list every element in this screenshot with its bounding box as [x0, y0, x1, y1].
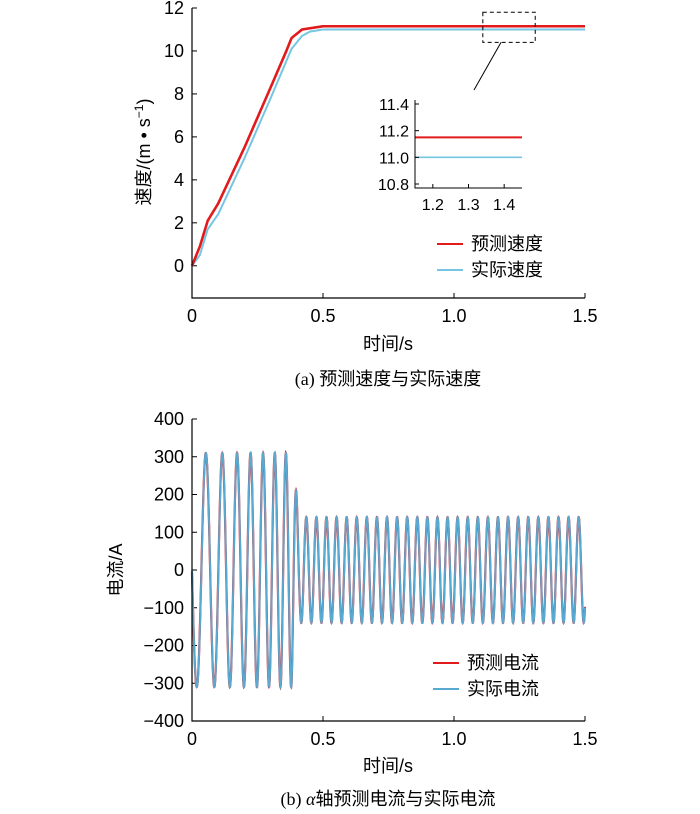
- chart-b-ytick-label: −400: [143, 711, 184, 731]
- chart-b: 0 0.5 1.0 1.5−400−300−200−1000100200300400 …: [106, 409, 598, 810]
- chart-a-inset: 1.2 1.3 1.4 10.8 11.0 11.2 11.4: [378, 11, 536, 214]
- legend-label-actual-current: 实际电流: [467, 679, 539, 699]
- chart-a-ytick-label: 6: [174, 127, 184, 147]
- chart-a-ytick-label: 12: [164, 0, 184, 18]
- chart-b-ticks: 0 0.5 1.0 1.5 −400 −300 −200 −100 0 100 200 300 400: [143, 409, 597, 749]
- chart-a-series-line-1: [191, 28, 585, 267]
- chart-a-ylabel-main: 速度/(m • s: [134, 118, 154, 205]
- inset-ytick-label: 11.2: [379, 124, 409, 141]
- chart-b-caption-alpha: α: [306, 789, 316, 809]
- chart-b-xtick-label: 1.5: [572, 729, 597, 749]
- legend-label-actual-speed: 实际速度: [471, 260, 543, 280]
- inset-axes: [414, 100, 522, 189]
- chart-a-ytick-label: 2: [174, 213, 184, 233]
- chart-b-xtick-label: 0.5: [310, 729, 335, 749]
- chart-a-ytick-label: 8: [174, 84, 184, 104]
- chart-a-ytick-label: 10: [164, 41, 184, 61]
- chart-a-series-line-0: [190, 24, 585, 267]
- legend-label-predicted-current: 预测电流: [467, 653, 539, 673]
- chart-b-ytick-label: −300: [143, 673, 184, 693]
- chart-a-xtick-label: 0.5: [310, 306, 335, 326]
- chart-a-xtick-label: 1.0: [441, 306, 466, 326]
- zoom-connector-line: [473, 42, 502, 91]
- chart-a-xlabel: 时间/s: [363, 334, 413, 354]
- chart-b-ylabel: 电流/A: [106, 543, 126, 596]
- chart-a-caption: (a) 预测速度与实际速度: [295, 369, 481, 390]
- chart-b-legend: 预测电流 实际电流: [433, 653, 539, 699]
- inset-ytick-label: 11.0: [379, 150, 409, 167]
- chart-b-ytick-label: −100: [143, 598, 184, 618]
- chart-a-ylabel: 速度/(m • s−1): [132, 99, 154, 206]
- chart-b-xlabel: 时间/s: [363, 756, 413, 776]
- chart-a-ytick-label: 4: [174, 170, 184, 190]
- legend-label-predicted-speed: 预测速度: [471, 234, 543, 254]
- chart-a-ticks: 0 0.5 1.0 1.5 0 2 4 6 8 10 12: [164, 0, 598, 326]
- chart-b-series-line-1: [191, 450, 586, 691]
- zoom-source-box: [482, 11, 536, 43]
- chart-b-ytick-label: 200: [154, 485, 184, 505]
- chart-b-ytick-label: 0: [174, 560, 184, 580]
- chart-b-xtick-label: 1.0: [441, 729, 466, 749]
- chart-b-ytick-label: 300: [154, 447, 184, 467]
- chart-b-xtick-label: 0: [187, 729, 197, 749]
- chart-b-series: [190, 449, 587, 691]
- inset-background: [415, 100, 522, 188]
- chart-b-ytick-label: 400: [154, 409, 184, 429]
- chart-a-series: [190, 24, 585, 267]
- inset-xtick-label: 1.4: [493, 197, 515, 214]
- chart-a-legend: 预测速度 实际速度: [437, 234, 543, 280]
- chart-b-ytick-label: 100: [154, 522, 184, 542]
- chart-a-ytick-label: 0: [174, 256, 184, 276]
- chart-b-caption-rest: 轴预测电流与实际电流: [315, 789, 495, 809]
- chart-a-ylabel-sup: −1: [132, 104, 146, 118]
- chart-a: 0 0.5 1.0 1.5 0 2 4 6 8 10 12 1.2 1.3 1.4 10.8 11.0 11.…: [132, 0, 598, 390]
- chart-b-axes: [191, 419, 585, 722]
- chart-b-caption: (b) α轴预测电流与实际电流: [281, 789, 496, 810]
- chart-a-xtick-label: 1.5: [572, 306, 597, 326]
- chart-b-ytick-label: −200: [143, 636, 184, 656]
- chart-b-caption-prefix: (b): [281, 789, 307, 810]
- inset-ytick-label: 10.8: [378, 177, 409, 194]
- inset-xtick-label: 1.3: [457, 197, 479, 214]
- chart-a-axes: [191, 8, 585, 299]
- inset-ytick-label: 11.4: [379, 97, 409, 114]
- inset-xtick-label: 1.2: [422, 197, 444, 214]
- chart-a-xtick-label: 0: [187, 306, 197, 326]
- chart-a-ylabel-close: ): [134, 99, 154, 105]
